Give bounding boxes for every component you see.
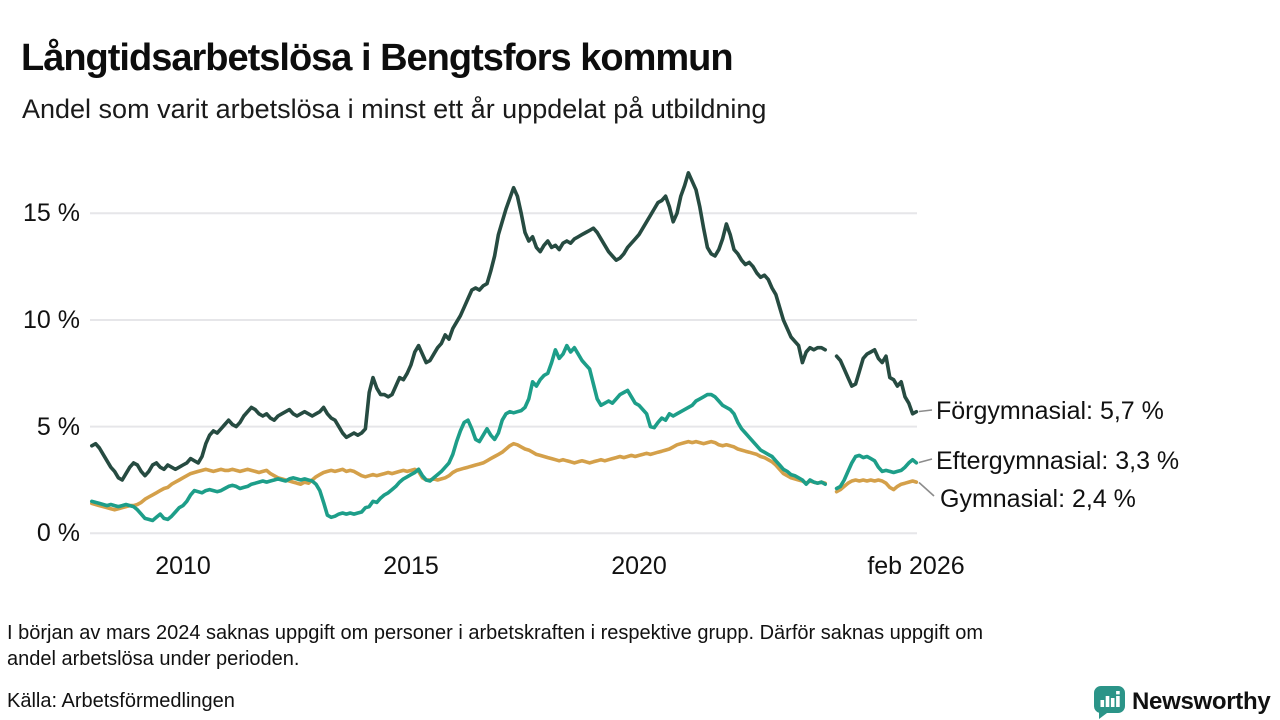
series-line-gymnasial [90, 439, 919, 512]
line-chart [90, 171, 935, 535]
footnote: I början av mars 2024 saknas uppgift om … [7, 620, 983, 672]
footnote-line-1: I början av mars 2024 saknas uppgift om … [7, 622, 984, 644]
newsworthy-brand-name: Newsworthy [1132, 688, 1271, 715]
x-tick-2015: 2015 [383, 552, 439, 580]
y-tick-0: 0 % [36, 519, 80, 547]
y-tick-10: 10 % [23, 306, 80, 334]
x-tick-2010: 2010 [155, 552, 211, 580]
series-line-eftergymnasial [90, 343, 919, 523]
y-tick-5: 5 % [36, 413, 80, 441]
chart-gridlines [90, 212, 917, 535]
chart-series-lines [90, 171, 919, 523]
page-title: Långtidsarbetslösa i Bengtsfors kommun [21, 37, 734, 80]
connector-gymnasial [918, 481, 935, 497]
y-tick-15: 15 % [23, 199, 80, 227]
footnote-line-2: andel arbetslösa under perioden. [7, 648, 300, 670]
newsworthy-chart-bubble-icon [1094, 685, 1125, 719]
connector-forgymnasial [918, 409, 933, 413]
end-label-connectors [918, 409, 935, 497]
series-label-eftergymnasial: Eftergymnasial: 3,3 % [936, 447, 1180, 475]
x-tick-2020: 2020 [611, 552, 667, 580]
series-line-förgymnasial [90, 171, 919, 482]
x-tick-feb-2026: feb 2026 [867, 552, 965, 580]
page-subtitle: Andel som varit arbetslösa i minst ett å… [22, 94, 767, 124]
series-label-gymnasial: Gymnasial: 2,4 % [940, 485, 1136, 513]
series-label-forgymnasial: Förgymnasial: 5,7 % [936, 397, 1164, 425]
source-note: Källa: Arbetsförmedlingen [7, 690, 235, 712]
connector-eftergymnasial [918, 458, 933, 464]
newsworthy-logo: Newsworthy [1094, 685, 1280, 719]
